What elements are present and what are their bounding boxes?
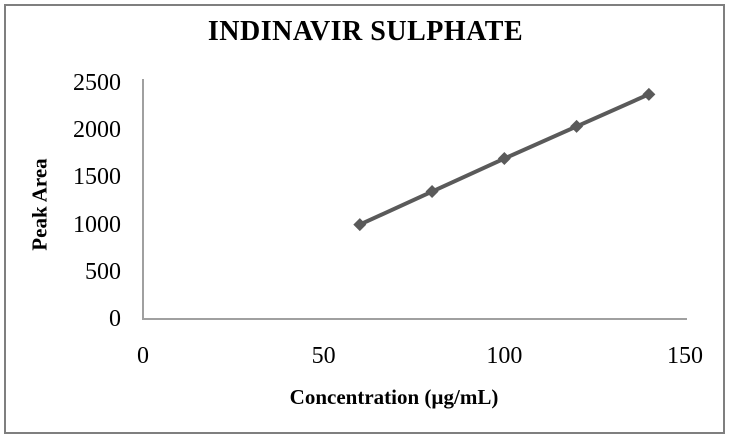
y-tick-label: 0: [109, 306, 121, 332]
y-tick-label: 2500: [73, 70, 121, 96]
chart-title: INDINAVIR SULPHATE: [207, 16, 524, 47]
x-tick-label: 0: [137, 343, 149, 369]
chart-border: [4, 4, 725, 434]
y-tick-label: 2000: [73, 117, 121, 144]
x-tick-label: 100: [486, 343, 523, 369]
x-axis-title: Concentration (µg/mL): [289, 385, 499, 409]
x-tick-label: 150: [667, 343, 703, 369]
x-tick-label: 50: [311, 343, 336, 369]
y-tick-label: 1500: [73, 164, 121, 191]
data-point-marker: [497, 152, 511, 166]
axes-line: [142, 79, 687, 320]
y-tick-label: 1000: [73, 211, 121, 238]
data-point-marker: [353, 218, 367, 232]
data-point-marker: [642, 87, 656, 101]
data-point-marker: [425, 185, 439, 199]
data-point-marker: [570, 119, 584, 133]
y-tick-label: 500: [85, 258, 121, 285]
